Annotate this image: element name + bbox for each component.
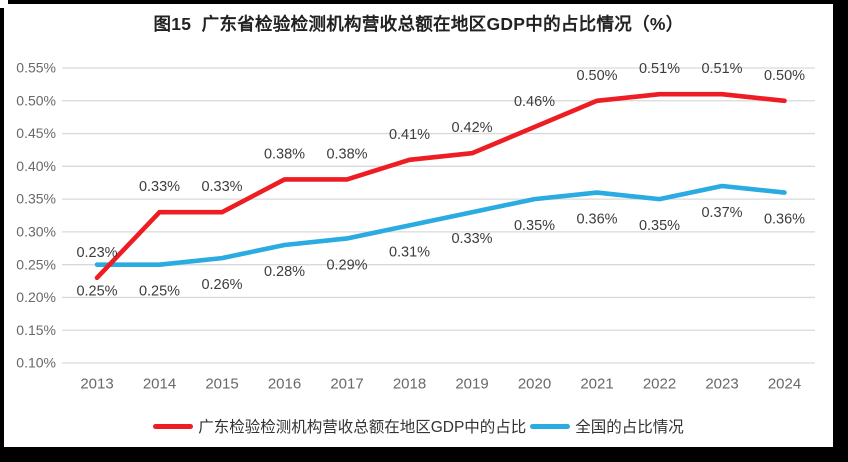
y-axis-tick-label: 0.55%: [16, 60, 56, 76]
data-label: 0.35%: [639, 218, 680, 234]
data-label: 0.38%: [264, 146, 305, 162]
legend-item-guangdong: 广东检验检测机构营收总额在地区GDP中的占比: [153, 415, 526, 437]
data-label: 0.26%: [201, 277, 242, 293]
data-label: 0.51%: [701, 61, 742, 77]
x-axis-tick-label: 2015: [205, 376, 238, 393]
chart-legend: 广东检验检测机构营收总额在地区GDP中的占比 全国的占比情况: [4, 415, 833, 437]
data-label: 0.42%: [451, 120, 492, 136]
x-axis-tick-label: 2016: [268, 376, 301, 393]
data-label: 0.25%: [76, 284, 117, 300]
data-label: 0.37%: [701, 205, 742, 221]
x-axis-tick-label: 2013: [80, 376, 113, 393]
national-series-swatch-icon: [530, 423, 571, 429]
data-label: 0.36%: [576, 212, 617, 228]
y-axis-tick-label: 0.15%: [16, 322, 56, 338]
legend-item-national: 全国的占比情况: [530, 415, 684, 437]
x-axis-tick-label: 2021: [580, 376, 613, 393]
chart-title: 图15 广东省检验检测机构营收总额在地区GDP中的占比情况（%）: [153, 14, 684, 34]
y-axis-tick-label: 0.25%: [16, 256, 56, 272]
y-axis-tick-label: 0.50%: [16, 92, 56, 108]
data-label: 0.38%: [326, 146, 367, 162]
y-axis-tick-label: 0.20%: [16, 289, 56, 305]
y-axis-tick-label: 0.35%: [16, 191, 56, 207]
data-label: 0.31%: [389, 244, 430, 260]
series-line: [94, 183, 787, 267]
data-label: 0.51%: [639, 61, 680, 77]
data-label: 0.41%: [389, 127, 430, 143]
data-label: 0.46%: [514, 94, 555, 110]
data-label: 0.33%: [451, 231, 492, 247]
data-label: 0.29%: [326, 257, 367, 273]
y-axis-tick-label: 0.30%: [16, 223, 56, 239]
corner-notch: [0, 0, 8, 8]
data-label: 0.23%: [76, 245, 117, 261]
data-label: 0.36%: [764, 212, 805, 228]
y-axis-tick-label: 0.40%: [16, 158, 56, 174]
x-axis-tick-label: 2018: [393, 376, 426, 393]
legend-label-national: 全国的占比情况: [575, 419, 684, 436]
data-label: 0.33%: [139, 179, 180, 195]
x-axis-tick-label: 2020: [518, 376, 551, 393]
data-label: 0.50%: [576, 68, 617, 84]
guangdong-series-swatch-icon: [153, 423, 194, 429]
legend-label-guangdong: 广东检验检测机构营收总额在地区GDP中的占比: [198, 419, 527, 436]
x-axis-tick-label: 2019: [455, 376, 488, 393]
x-axis-tick-label: 2022: [643, 376, 676, 393]
data-label: 0.33%: [201, 179, 242, 195]
x-axis-tick-label: 2014: [143, 376, 176, 393]
x-axis-tick-label: 2017: [330, 376, 363, 393]
x-axis-tick-label: 2023: [705, 376, 738, 393]
y-axis-tick-label: 0.10%: [16, 355, 56, 371]
data-label: 0.28%: [264, 264, 305, 280]
y-axis-tick-label: 0.45%: [16, 125, 56, 141]
x-axis-tick-label: 2024: [768, 376, 801, 393]
data-label: 0.50%: [764, 68, 805, 84]
series-line: [94, 91, 787, 281]
data-label: 0.35%: [514, 218, 555, 234]
data-label: 0.25%: [139, 284, 180, 300]
